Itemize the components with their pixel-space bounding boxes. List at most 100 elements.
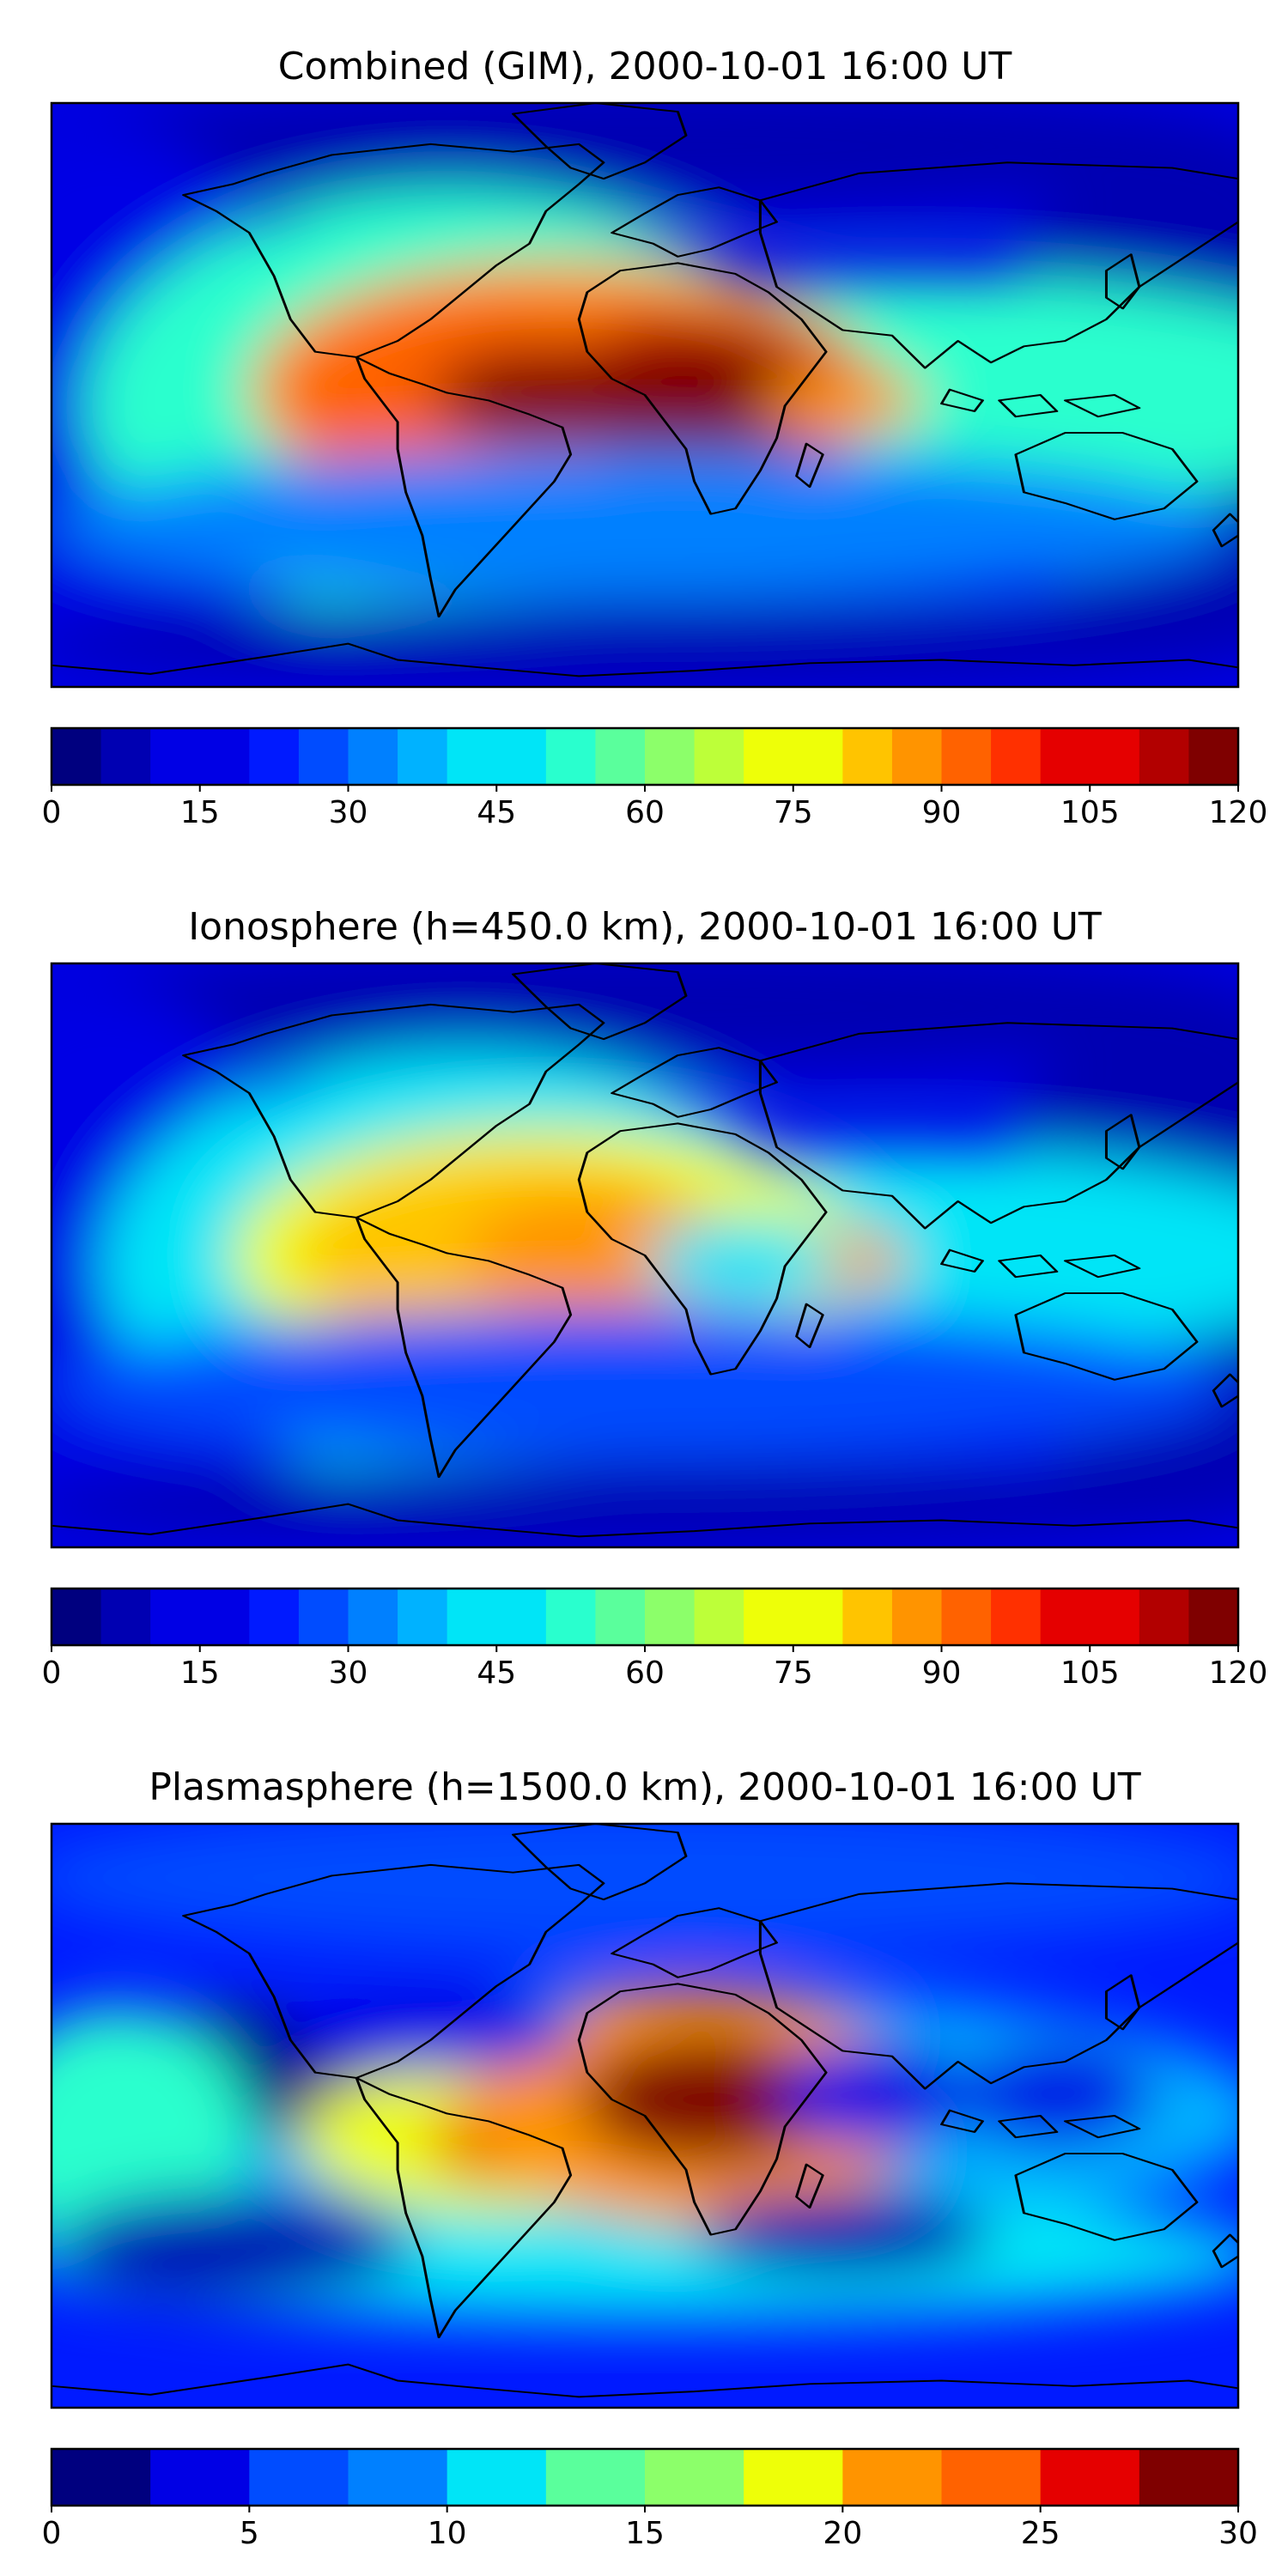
chart-title-1: Ionosphere (h=450.0 km), 2000-10-01 16:0… <box>188 905 1102 949</box>
colorbar-segment <box>545 1589 596 1645</box>
colorbar-segment <box>991 728 1042 785</box>
colorbar-tick-label: 60 <box>625 795 665 830</box>
colorbar-segment <box>645 728 696 785</box>
colorbar-segment <box>298 1589 349 1645</box>
colorbar-segment <box>1090 728 1140 785</box>
map-frame-2 <box>50 1822 1240 2409</box>
colorbar-segment <box>545 728 596 785</box>
colorbar-segment <box>150 728 201 785</box>
field-region-0 <box>52 1824 1238 1954</box>
colorbar-segment <box>298 728 349 785</box>
colorbar-segment <box>496 1589 547 1645</box>
colorbar-segment <box>1040 2449 1140 2506</box>
field-region-10 <box>645 1217 843 1304</box>
colorbar-tick-label: 15 <box>180 795 220 830</box>
chart-title-0: Combined (GIM), 2000-10-01 16:00 UT <box>278 45 1012 88</box>
colorbar-tick-label: 90 <box>922 1656 962 1691</box>
colorbar-2: 0 5 10 15 20 25 30 <box>42 2447 1258 2551</box>
colorbar-segment <box>744 728 794 785</box>
colorbar-0: 0 15 30 45 60 75 90 105 120 <box>42 726 1268 830</box>
colorbar-tick-label: 30 <box>329 1656 368 1691</box>
colorbar-tick-label: 15 <box>625 2516 665 2551</box>
colorbar-segment <box>645 2449 744 2506</box>
colorbar-segment <box>398 1589 448 1645</box>
colorbar-tick-label: 45 <box>477 795 516 830</box>
colorbar-segment <box>694 1589 744 1645</box>
colorbar-segment <box>150 2449 250 2506</box>
field-region-11 <box>52 2191 415 2300</box>
colorbar-segment <box>744 1589 794 1645</box>
colorbar-tick-label: 5 <box>240 2516 259 2551</box>
colorbar-tick-label: 30 <box>1218 2516 1258 2551</box>
field-0 <box>52 103 1238 687</box>
field-region-13 <box>282 1985 580 2073</box>
colorbar-segment <box>100 1589 151 1645</box>
colorbar-tick-label: 25 <box>1021 2516 1060 2551</box>
colorbar-segment <box>348 2449 448 2506</box>
map-panel-2: Plasmasphere (h=1500.0 km), 2000-10-01 1… <box>42 1765 1258 2551</box>
colorbar-tick-label: 105 <box>1060 1656 1120 1691</box>
map-panel-0: Combined (GIM), 2000-10-01 16:00 UT 0 15 30… <box>42 45 1268 830</box>
colorbar-segment <box>793 728 843 785</box>
field-region-10 <box>430 346 662 444</box>
field-region-9 <box>776 2039 975 2148</box>
colorbar-segment <box>744 2449 843 2506</box>
colorbar-segment <box>991 1589 1042 1645</box>
colorbar-tick-label: 120 <box>1209 1656 1268 1691</box>
field-region-10 <box>957 2039 1157 2148</box>
field-region-8 <box>579 2034 843 2165</box>
colorbar-segment <box>1188 1589 1239 1645</box>
colorbar-segment <box>249 1589 300 1645</box>
colorbar-tick-label: 60 <box>625 1656 665 1691</box>
colorbar-segment <box>941 728 992 785</box>
colorbar-tick-label: 0 <box>42 1656 62 1691</box>
colorbar-segment <box>1188 728 1239 785</box>
colorbar-segment <box>545 2449 646 2506</box>
colorbar-segment <box>595 1589 646 1645</box>
colorbar-segment <box>1139 728 1189 785</box>
map-frame-0 <box>50 101 1240 689</box>
colorbar-tick-label: 90 <box>922 795 962 830</box>
map-panel-1: Ionosphere (h=450.0 km), 2000-10-01 16:0… <box>42 905 1268 1691</box>
colorbar-tick-label: 20 <box>823 2516 862 2551</box>
colorbar-segment <box>891 728 942 785</box>
map-frame-1 <box>50 962 1240 1549</box>
colorbar-segment <box>496 728 547 785</box>
colorbar-tick-label: 15 <box>180 1656 220 1691</box>
colorbar-segment <box>447 728 497 785</box>
colorbar-segment <box>941 2449 1042 2506</box>
field-1 <box>52 963 1238 1547</box>
colorbar-segment <box>52 728 102 785</box>
colorbar-segment <box>842 1589 893 1645</box>
colorbar-tick-label: 75 <box>774 795 813 830</box>
colorbar-segment <box>348 728 398 785</box>
colorbar-tick-label: 120 <box>1209 795 1268 830</box>
colorbar-segment <box>941 1589 992 1645</box>
colorbar-segment <box>595 728 646 785</box>
colorbar-segment <box>891 1589 942 1645</box>
colorbar-segment <box>1040 1589 1091 1645</box>
colorbar-segment <box>694 728 744 785</box>
colorbar-segment <box>249 2449 349 2506</box>
colorbar-segment <box>793 1589 843 1645</box>
colorbar-segment <box>447 1589 497 1645</box>
colorbar-segment <box>1139 2449 1239 2506</box>
field-region-12 <box>52 448 1238 601</box>
field-region-5 <box>52 600 1238 687</box>
colorbar-tick-label: 0 <box>42 2516 62 2551</box>
colorbar-segment <box>249 728 300 785</box>
colorbar-segment <box>199 728 250 785</box>
colorbar-segment <box>1139 1589 1189 1645</box>
colorbar-segment <box>150 1589 201 1645</box>
colorbar-segment <box>842 2449 942 2506</box>
colorbar-segment <box>100 728 151 785</box>
colorbar-segment <box>1090 1589 1140 1645</box>
field-region-0 <box>52 103 1238 211</box>
field-region-0 <box>52 963 1238 1072</box>
colorbar-tick-label: 0 <box>42 795 62 830</box>
colorbar-segment <box>398 728 448 785</box>
field-region-5 <box>52 1461 1238 1547</box>
field-region-11 <box>52 1309 1238 1461</box>
field-region-12 <box>694 2191 992 2278</box>
